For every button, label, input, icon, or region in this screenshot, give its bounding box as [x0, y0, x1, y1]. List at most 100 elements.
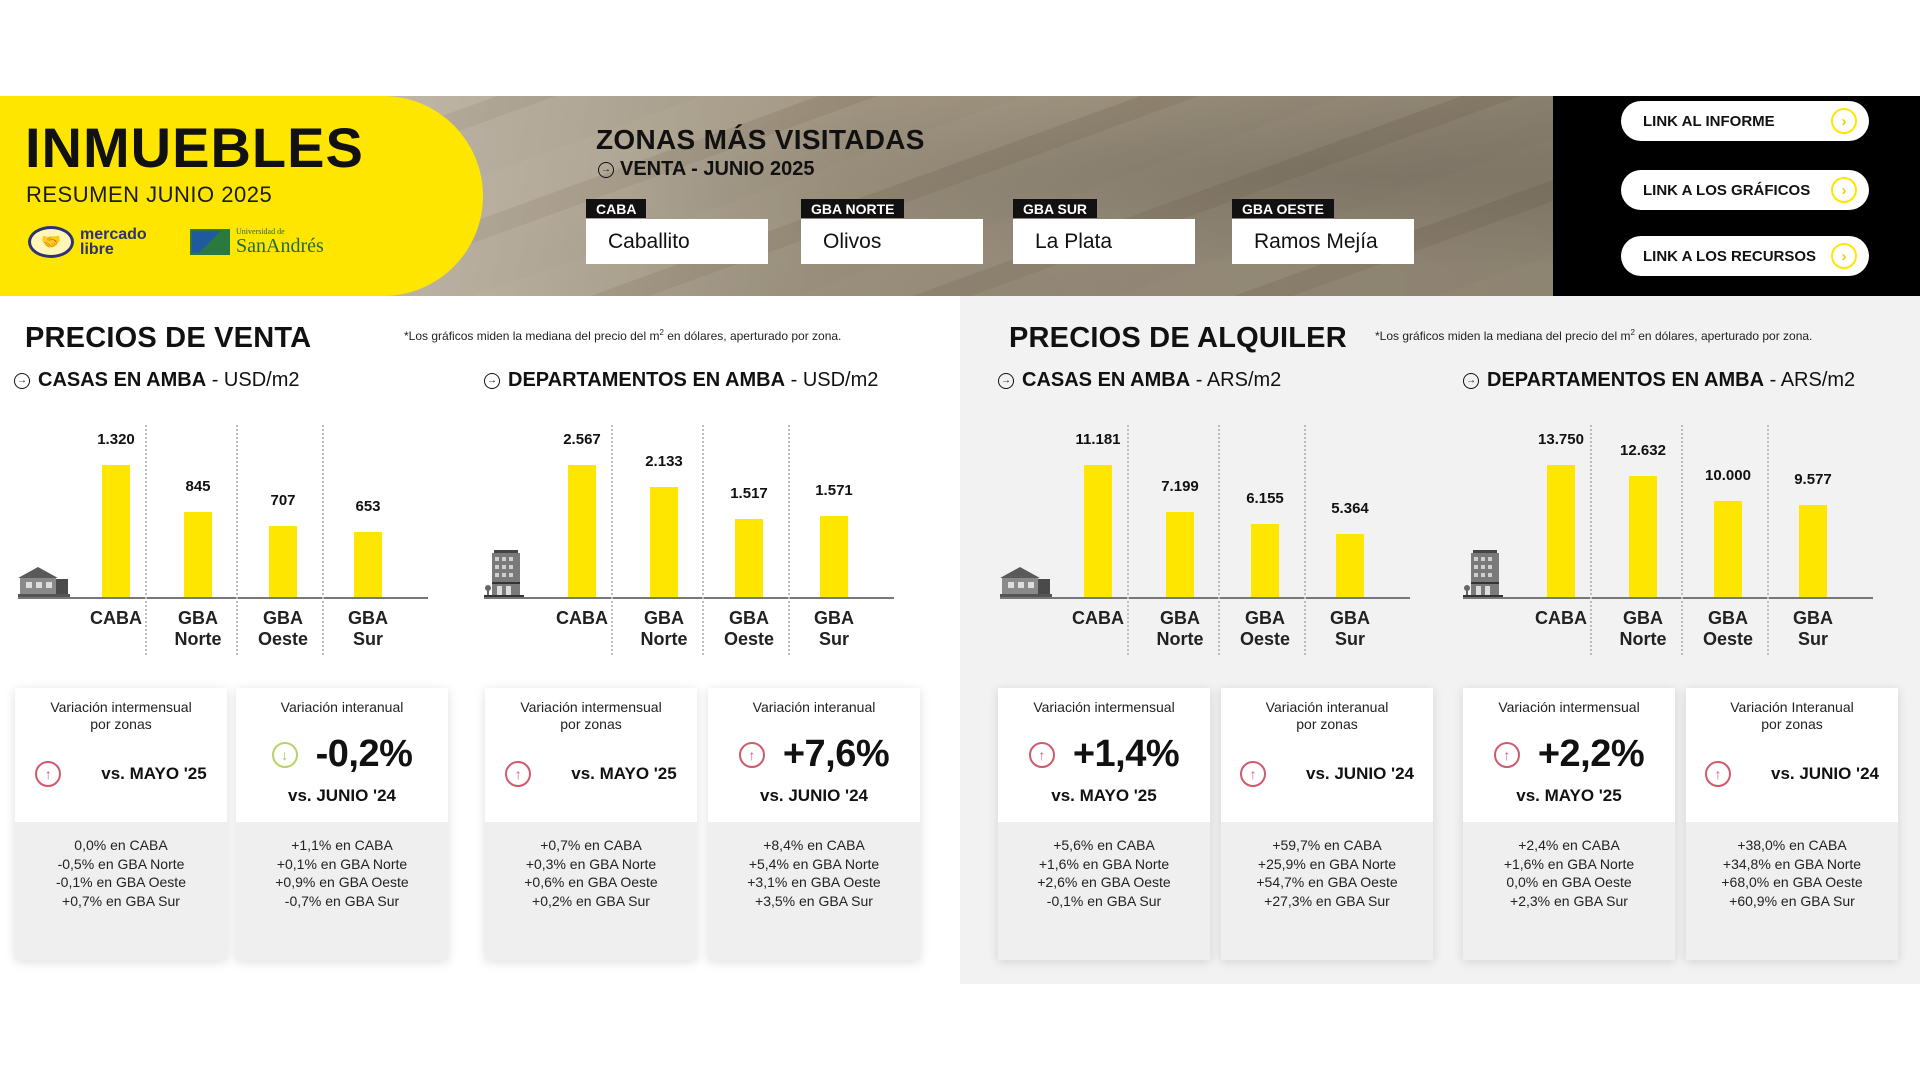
bar-value-label: 1.517 — [730, 485, 768, 502]
card-summary: Variación Interanual por zonas ↑ vs. JUNIO … — [1686, 688, 1898, 822]
chevron-right-icon: › — [1831, 243, 1857, 269]
zone-variation-line: +27,3% en GBA Sur — [1264, 892, 1390, 909]
bar-caba — [568, 465, 596, 597]
card-summary: Variación interanual ↓ -0,2% vs. JUNIO '24 — [236, 688, 448, 822]
bar-gba-sur — [1799, 505, 1827, 597]
chart-divider — [611, 425, 613, 655]
variation-percent: -0,2% — [315, 733, 413, 775]
zone-tag: GBA SUR — [1013, 199, 1098, 218]
bar-gba-sur — [354, 532, 382, 597]
comparison-period: vs. MAYO '25 — [101, 764, 207, 783]
bar-value-label: 707 — [270, 492, 296, 509]
bar-caba — [1084, 465, 1112, 597]
category-label: CABA — [1535, 608, 1587, 628]
bar-caba — [102, 465, 130, 597]
comparison-period: vs. JUNIO '24 — [1771, 764, 1879, 783]
zone-breakdown: +2,4% en CABA +1,6% en GBA Norte 0,0% en G… — [1463, 822, 1675, 910]
bar-value-label: 1.571 — [815, 482, 853, 499]
brand-block: INMUEBLES RESUMEN JUNIO 2025 🤝 mercado l… — [0, 96, 483, 296]
page-title: INMUEBLES — [25, 116, 364, 179]
sa-big-text: SanAndrés — [236, 235, 324, 257]
bar-gba-oeste — [735, 519, 763, 597]
card-summary: Variación intermensual ↑ +2,2% vs. MAYO '25 — [1463, 688, 1675, 822]
arrow-up-circle-icon: ↑ — [1705, 761, 1731, 787]
zone-variation-line: +0,3% en GBA Norte — [525, 855, 657, 872]
chart-baseline — [1463, 597, 1873, 599]
card-heading: Variación interanual por zonas — [1265, 699, 1389, 732]
alquiler-deptos-title: → DEPARTAMENTOS EN AMBA - ARS/m2 — [1463, 369, 1855, 392]
bar-gba-sur — [1336, 534, 1364, 597]
category-label: CABA — [90, 608, 142, 628]
category-label: GBA Norte — [1156, 608, 1204, 649]
chevron-right-icon: › — [1831, 108, 1857, 134]
card-summary: Variación interanual por zonas ↑ vs. JUNIO … — [1221, 688, 1433, 822]
header-banner: INMUEBLES RESUMEN JUNIO 2025 🤝 mercado l… — [0, 96, 1920, 296]
ml-word-1: mercado — [80, 226, 147, 243]
zone-variation-line: +0,6% en GBA Oeste — [524, 874, 658, 890]
link-informe-button[interactable]: LINK AL INFORME › — [1621, 101, 1869, 141]
zone-caba: CABA Caballito — [586, 199, 768, 264]
chart-venta-casas: 1.320 CABA 845 GBA Norte 707 GBA Oeste 653 GBA Sur — [18, 420, 438, 660]
bar-gba-norte — [1629, 476, 1657, 597]
zone-variation-line: +68,0% en GBA Oeste — [1721, 874, 1863, 890]
category-label: GBA Oeste — [723, 608, 775, 649]
card-heading: Variación Interanual por zonas — [1730, 699, 1854, 732]
san-andres-logo: Universidad de SanAndrés — [190, 228, 324, 256]
zone-variation-line: 0,0% en CABA — [74, 837, 168, 853]
category-label: GBA Sur — [814, 608, 854, 649]
link-graficos-button[interactable]: LINK A LOS GRÁFICOS › — [1621, 170, 1869, 210]
bar-value-label: 11.181 — [1075, 431, 1121, 448]
chart-divider — [1127, 425, 1129, 655]
link-recursos-button[interactable]: LINK A LOS RECURSOS › — [1621, 236, 1869, 276]
zone-breakdown: +5,6% en CABA +1,6% en GBA Norte +2,6% en … — [998, 822, 1210, 910]
building-icon — [1463, 548, 1503, 603]
category-label: GBA Norte — [640, 608, 688, 649]
zone-variation-line: +0,1% en GBA Norte — [276, 855, 408, 872]
chart-divider — [1590, 425, 1592, 655]
bar-value-label: 653 — [355, 498, 381, 515]
chart-alquiler-casas: 11.181 CABA 7.199 GBA Norte 6.155 GBA Oeste 5.36… — [1000, 420, 1420, 660]
variation-card: Variación interanual ↓ -0,2% vs. JUNIO '24 +… — [236, 688, 448, 960]
zone-gba-oeste: GBA OESTE Ramos Mejía — [1232, 199, 1414, 264]
variation-card: Variación intermensual ↑ +2,2% vs. MAYO '25… — [1463, 688, 1675, 960]
arrow-up-circle-icon: ↑ — [505, 761, 532, 787]
venta-casas-title: → CASAS EN AMBA - USD/m2 — [14, 369, 300, 392]
zonas-title: ZONAS MÁS VISITADAS — [596, 124, 925, 155]
zone-variation-line: +3,5% en GBA Sur — [755, 892, 873, 909]
card-heading: Variación intermensual por zonas — [520, 699, 662, 732]
zone-value: Ramos Mejía — [1232, 219, 1414, 264]
chart-divider — [1304, 425, 1306, 655]
chart-baseline — [1000, 597, 1410, 599]
zone-breakdown: 0,0% en CABA -0,5% en GBA Norte -0,1% en G… — [15, 822, 227, 910]
arrow-right-circle-icon: → — [998, 372, 1014, 389]
zone-variation-line: +1,6% en GBA Norte — [1038, 855, 1170, 872]
arrow-right-circle-icon: → — [1463, 372, 1479, 389]
zone-variation-line: +1,1% en CABA — [291, 837, 393, 853]
links-panel: LINK AL INFORME › LINK A LOS GRÁFICOS › … — [1553, 96, 1920, 296]
handshake-icon: 🤝 — [28, 226, 74, 258]
venta-deptos-title: → DEPARTAMENTOS EN AMBA - USD/m2 — [484, 369, 878, 392]
zone-value: Olivos — [801, 219, 983, 264]
category-label: GBA Sur — [348, 608, 388, 649]
bar-value-label: 9.577 — [1794, 471, 1832, 488]
arrow-right-circle-icon: → — [484, 372, 500, 389]
chart-venta-deptos: 2.567 CABA 2.133 GBA Norte 1.517 GBA Oeste 1.571… — [484, 420, 904, 660]
category-label: GBA Oeste — [1702, 608, 1754, 649]
zone-variation-line: +0,2% en GBA Sur — [532, 892, 650, 909]
category-label: GBA Norte — [1619, 608, 1667, 649]
zone-variation-line: +5,6% en CABA — [1053, 837, 1155, 853]
card-heading: Variación intermensual — [1498, 699, 1640, 715]
zone-variation-line: +3,1% en GBA Oeste — [747, 874, 881, 890]
card-heading: Variación intermensual — [1033, 699, 1175, 715]
variation-card: Variación Interanual por zonas ↑ vs. JUNIO … — [1686, 688, 1898, 960]
comparison-period: vs. JUNIO '24 — [1306, 764, 1414, 783]
arrow-up-circle-icon: ↑ — [1493, 741, 1520, 768]
chart-divider — [702, 425, 704, 655]
building-icon — [484, 548, 524, 603]
chart-alquiler-deptos: 13.750 CABA 12.632 GBA Norte 10.000 GBA Oeste 9.… — [1463, 420, 1883, 660]
variation-card: Variación intermensual por zonas ↑ vs. MAYO… — [485, 688, 697, 960]
ml-word-2: libre — [80, 241, 114, 258]
comparison-period: vs. MAYO '25 — [1516, 786, 1622, 805]
building-photo-background — [380, 96, 1553, 296]
variation-card: Variación intermensual por zonas ↑ vs. MAYO… — [15, 688, 227, 960]
